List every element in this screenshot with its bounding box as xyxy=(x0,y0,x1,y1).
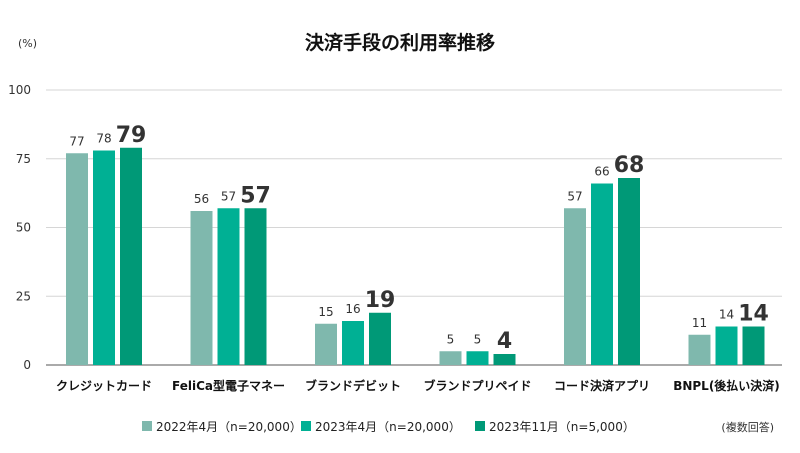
bar-3-series-1 xyxy=(315,323,337,365)
chart-title: 決済手段の利用率推移 xyxy=(305,31,495,54)
data-label: 77 xyxy=(69,134,84,148)
data-label: 15 xyxy=(318,305,333,319)
bar-5-series-2 xyxy=(591,183,613,365)
data-label: 16 xyxy=(345,302,360,316)
bar-4-series-2 xyxy=(466,351,489,365)
data-label: 5 xyxy=(474,332,482,346)
bar-3-series-2 xyxy=(342,321,364,365)
bar-6-series-1 xyxy=(688,334,711,365)
gridlines: 0 25 50 75 100 xyxy=(8,83,782,372)
data-label: 57 xyxy=(240,183,271,208)
data-label: 78 xyxy=(96,132,111,146)
y-tick-label: 50 xyxy=(16,221,31,235)
bar-3-series-3 xyxy=(369,312,391,365)
bars xyxy=(66,147,765,365)
data-label: 5 xyxy=(447,332,455,346)
bar-1-series-1 xyxy=(66,153,88,365)
y-tick-label: 25 xyxy=(16,289,31,303)
category-label: ブランドデビット xyxy=(305,378,401,393)
bar-4-series-1 xyxy=(439,351,462,365)
legend-label-1: 2022年4月（n=20,000） xyxy=(156,420,302,434)
bar-2-series-2 xyxy=(217,208,240,365)
legend-swatch-3 xyxy=(475,421,485,431)
bar-6-series-2 xyxy=(715,326,738,365)
y-tick-label: 0 xyxy=(23,358,31,372)
bar-4-series-3 xyxy=(493,354,516,365)
category-label: コード決済アプリ xyxy=(554,378,650,393)
legend-swatch-2 xyxy=(301,421,311,431)
category-label: FeliCa型電子マネー xyxy=(172,378,285,393)
data-label: 56 xyxy=(194,192,209,206)
bar-2-series-1 xyxy=(190,211,213,365)
category-label: クレジットカード xyxy=(56,379,152,393)
data-label: 57 xyxy=(567,189,582,203)
data-label: 11 xyxy=(692,316,707,330)
category-labels: クレジットカード FeliCa型電子マネー ブランドデビット ブランドプリペイド コード… xyxy=(56,378,780,393)
category-label: BNPL(後払い決済) xyxy=(673,378,780,393)
category-label: ブランドプリペイド xyxy=(423,378,531,393)
bar-2-series-3 xyxy=(244,208,267,365)
data-label: 19 xyxy=(365,288,396,313)
data-labels: 77 78 79 56 57 57 15 16 19 5 5 4 57 66 68 11 14 14 xyxy=(69,123,768,354)
bar-1-series-3 xyxy=(120,147,142,365)
y-tick-label: 75 xyxy=(16,152,31,166)
legend-label-2: 2023年4月（n=20,000） xyxy=(315,420,461,434)
bar-1-series-2 xyxy=(93,150,115,365)
data-label: 66 xyxy=(594,165,609,179)
bar-5-series-3 xyxy=(618,178,640,365)
bar-6-series-3 xyxy=(742,326,765,365)
y-tick-label: 100 xyxy=(8,83,31,97)
data-label: 14 xyxy=(719,308,734,322)
legend-label-3: 2023年11月（n=5,000） xyxy=(489,420,635,434)
data-label: 14 xyxy=(738,302,769,327)
y-axis-unit-label: (%) xyxy=(18,37,37,50)
bar-5-series-1 xyxy=(564,208,586,365)
data-label: 79 xyxy=(116,123,147,148)
multiple-answer-note: (複数回答) xyxy=(721,420,774,434)
data-label: 4 xyxy=(497,329,512,354)
data-label: 68 xyxy=(614,153,645,178)
legend-swatch-1 xyxy=(142,421,152,431)
data-label: 57 xyxy=(221,189,236,203)
legend: 2022年4月（n=20,000） 2023年4月（n=20,000） 2023年1… xyxy=(142,420,635,434)
